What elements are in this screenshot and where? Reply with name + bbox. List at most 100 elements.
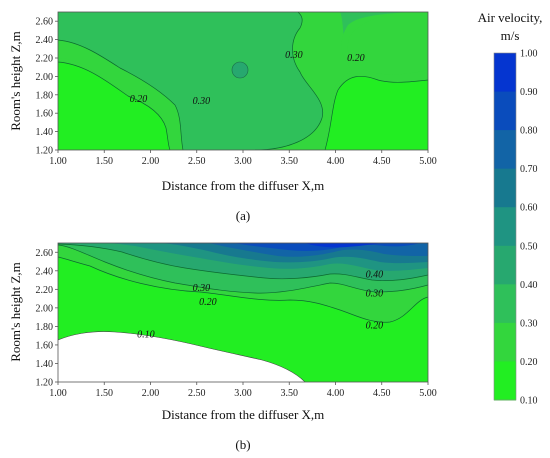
plot-b-contour-label: 0.20 (366, 320, 384, 331)
plot-b-band-0.90 (305, 243, 380, 248)
plot-a-contour-label: 0.30 (193, 96, 211, 107)
plot-a-x-tick-label: 5.00 (419, 156, 437, 167)
plot-b-contour-line (58, 243, 428, 281)
plot-a-contour-line (58, 61, 171, 150)
plot-a-ylabel: Room's height Z,m (8, 31, 23, 130)
plot-a-contour-label: 0.20 (130, 94, 148, 105)
plot-a-contour-label: 0.30 (285, 50, 303, 61)
legend-band (494, 361, 516, 401)
plot-b-y-tick-label: 2.20 (36, 285, 54, 296)
plot-a-contour-line (58, 39, 184, 150)
plot-a-x-tick-label: 4.50 (373, 156, 391, 167)
plot-a-y-tick-label: 1.20 (36, 146, 54, 157)
legend-bands (493, 52, 517, 401)
plot-b-empty-region (58, 331, 305, 382)
legend-band (494, 53, 516, 93)
plot-a-y-tick-label: 2.60 (36, 17, 54, 28)
plot-b-y-tick-label: 2.00 (36, 303, 54, 314)
plot-a-core-circle (231, 61, 249, 79)
plot-a-contour-line (324, 75, 428, 150)
plot-a-x-tick-label: 4.00 (327, 156, 345, 167)
legend-bar-frame (493, 52, 517, 401)
plot-a-x-tick-label: 1.50 (96, 156, 114, 167)
plot-b-x-tick-label: 1.50 (96, 388, 114, 399)
legend-level-label: 0.80 (520, 126, 538, 137)
plot-a-x-tick-label: 3.00 (234, 156, 252, 167)
plot-a-y-tick-label: 2.00 (36, 72, 54, 83)
plot-a: 1.00 1.50 2.00 2.50 3.00 3.50 4.00 4.50 5.00 1.2… (8, 11, 437, 223)
plot-a-y-tick-label: 1.80 (36, 90, 54, 101)
plot-b: 1.00 1.50 2.00 2.50 3.00 3.50 4.00 4.50 5.00 1.2… (8, 242, 437, 452)
plot-b-y-tick-label: 1.40 (36, 359, 54, 370)
legend-title-line1: Air velocity, (478, 10, 543, 25)
plot-a-y-tick-label: 2.20 (36, 54, 54, 65)
legend-level-label: 0.40 (520, 280, 538, 291)
plot-b-x-tick-label: 2.50 (188, 388, 206, 399)
plot-b-contour-label: 0.40 (366, 269, 384, 280)
legend-labels: 1.00 0.90 0.80 0.70 0.60 0.50 0.40 0.30 0.20 0.10 (520, 49, 538, 407)
plot-b-ylabel: Room's height Z,m (8, 262, 23, 361)
plot-b-y-tick-label: 2.60 (36, 248, 54, 259)
plot-a-contours (58, 12, 428, 150)
plot-a-band-0.10-right (325, 76, 428, 150)
plot-a-x-tick-label: 2.00 (142, 156, 160, 167)
legend-level-label: 0.60 (520, 203, 538, 214)
legend-level-label: 0.50 (520, 241, 538, 252)
plot-a-y-ticks: 1.20 1.40 1.60 1.80 2.00 2.20 2.40 2.60 (36, 17, 58, 157)
legend-band (494, 168, 516, 208)
plot-a-band-0.10 (58, 62, 170, 150)
plot-b-contour-label: 0.20 (199, 297, 217, 308)
plot-b-band-0.80 (232, 243, 420, 251)
plot-b-contour-line (58, 331, 306, 382)
plot-b-contour-label: 0.10 (137, 330, 155, 341)
plot-b-caption: (b) (235, 437, 250, 452)
plot-b-xlabel: Distance from the diffuser X,m (162, 407, 325, 422)
plot-b-y-ticks: 1.20 1.40 1.60 1.80 2.00 2.20 2.40 2.60 (36, 248, 58, 389)
plot-a-band-0.20-topright (347, 12, 428, 75)
plot-a-contour-line (254, 12, 324, 150)
plot-b-contour-label: 0.30 (366, 289, 384, 300)
plot-b-contour-line (58, 256, 428, 323)
legend-level-label: 0.90 (520, 87, 538, 98)
plot-b-x-tick-label: 1.00 (49, 388, 67, 399)
plot-a-caption: (a) (236, 208, 250, 223)
plot-b-x-tick-label: 3.50 (281, 388, 299, 399)
plot-a-xlabel: Distance from the diffuser X,m (162, 178, 325, 193)
plot-a-y-tick-label: 1.60 (36, 109, 54, 120)
legend: Air velocity, m/s 1.00 0.90 0.80 0.70 0.60 0.… (478, 10, 543, 407)
plot-a-band-0.30 (58, 12, 428, 150)
legend-level-label: 0.10 (520, 396, 538, 407)
plot-b-x-tick-label: 2.00 (142, 388, 160, 399)
legend-band (494, 207, 516, 247)
plot-b-y-tick-label: 1.20 (36, 378, 54, 389)
legend-title-line2: m/s (501, 28, 520, 43)
plot-a-contour-label: 0.20 (347, 53, 365, 64)
plot-b-x-tick-label: 3.00 (234, 388, 252, 399)
plot-b-y-tick-label: 1.80 (36, 322, 54, 333)
legend-band (494, 245, 516, 285)
plot-b-contour-label: 0.30 (193, 283, 211, 294)
plot-a-x-tick-label: 2.50 (188, 156, 206, 167)
plot-b-contour-line (58, 244, 428, 294)
legend-band (494, 130, 516, 170)
legend-band (494, 322, 516, 362)
plot-a-y-tick-label: 2.40 (36, 35, 54, 46)
plot-b-x-tick-label: 4.00 (327, 388, 345, 399)
plot-b-y-tick-label: 2.40 (36, 266, 54, 277)
legend-level-label: 0.70 (520, 164, 538, 175)
legend-level-label: 1.00 (520, 49, 538, 60)
plot-a-x-ticks: 1.00 1.50 2.00 2.50 3.00 3.50 4.00 4.50 5.00 (49, 150, 437, 167)
legend-level-label: 0.30 (520, 318, 538, 329)
plot-a-contour-labels: 0.20 0.30 0.30 0.20 (130, 50, 365, 107)
plot-a-x-tick-label: 3.50 (281, 156, 299, 167)
legend-band (494, 91, 516, 131)
plot-b-contours (58, 243, 428, 382)
plot-b-y-tick-label: 1.60 (36, 340, 54, 351)
plot-b-x-tick-label: 5.00 (419, 388, 437, 399)
plot-b-x-tick-label: 4.50 (373, 388, 391, 399)
plot-b-x-ticks: 1.00 1.50 2.00 2.50 3.00 3.50 4.00 4.50 5.00 (49, 382, 437, 399)
plot-a-y-tick-label: 1.40 (36, 127, 54, 138)
plot-a-x-tick-label: 1.00 (49, 156, 67, 167)
legend-band (494, 284, 516, 324)
